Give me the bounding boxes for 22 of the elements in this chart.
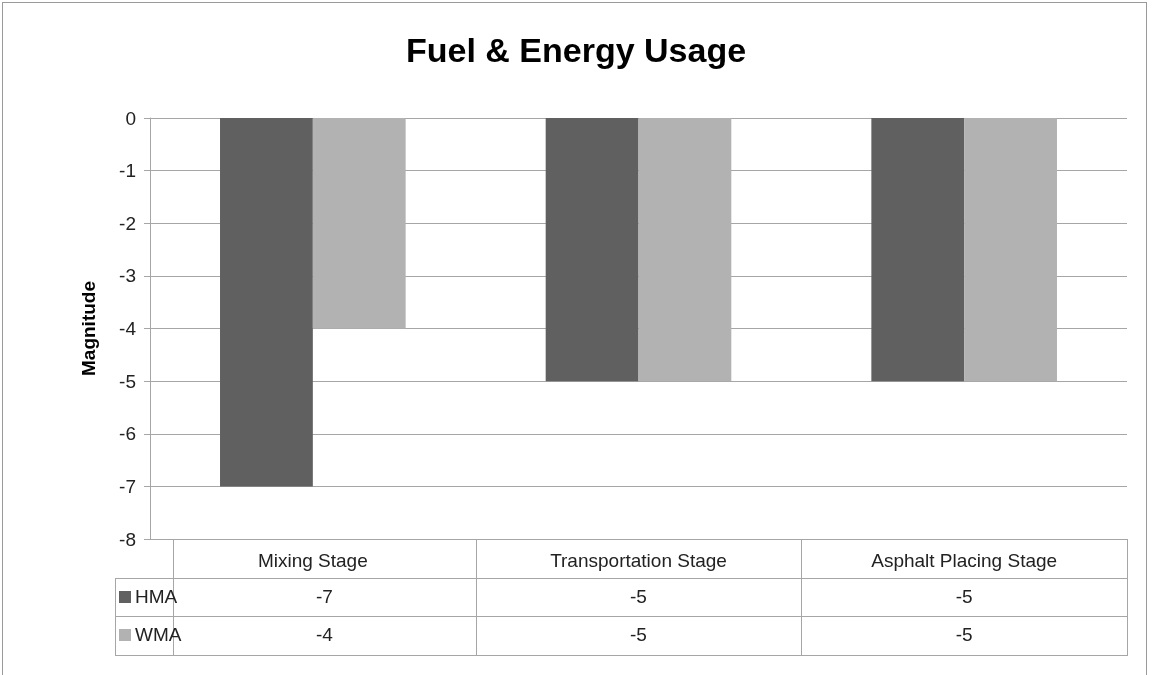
y-tick-label: -5: [119, 370, 136, 392]
x-tick-label: Transportation Stage: [550, 550, 727, 571]
legend-label: WMA: [135, 624, 182, 647]
data-label: -5: [954, 623, 974, 648]
y-tick-label: -7: [119, 475, 136, 497]
y-tick-label: -4: [119, 318, 137, 339]
data-label: -4: [315, 624, 333, 646]
y-tick-label: -3: [119, 265, 136, 287]
data-label: -5: [629, 623, 648, 648]
data-label: -7: [315, 585, 333, 607]
data-label: -5: [954, 584, 974, 609]
legend-label: HMA: [135, 585, 178, 608]
y-tick-label: -2: [119, 212, 136, 234]
y-tick-label: -6: [119, 423, 136, 445]
y-tick-label: 0: [125, 107, 136, 129]
chart-title: Fuel & Energy Usage: [405, 31, 747, 69]
y-tick-label: -8: [119, 528, 136, 550]
y-tick-label: -1: [119, 160, 136, 182]
data-label: -5: [629, 584, 648, 609]
y-axis-title: Magnitude: [78, 281, 99, 376]
x-tick-label: Mixing Stage: [257, 550, 368, 571]
x-tick-label: Asphalt Placing Stage: [871, 550, 1058, 571]
